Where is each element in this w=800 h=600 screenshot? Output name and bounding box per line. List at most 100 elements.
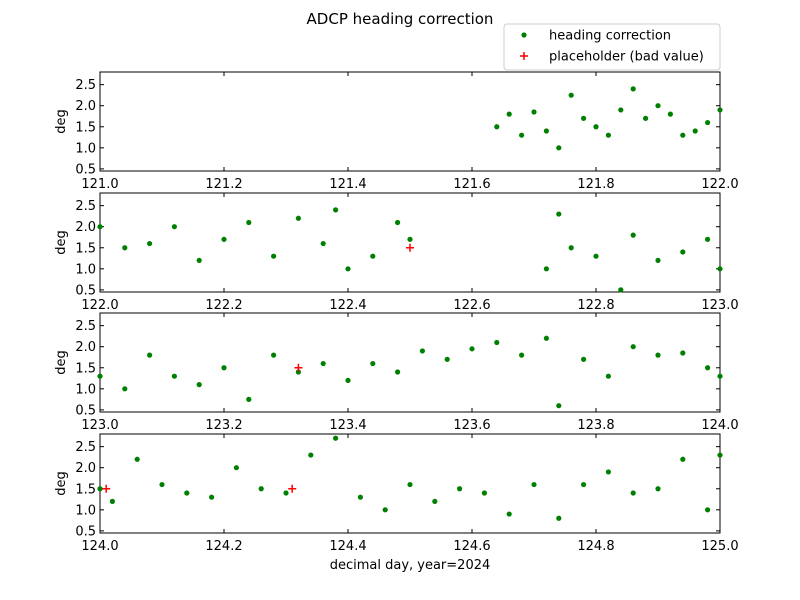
heading-correction-point	[543, 266, 550, 272]
heading-correction-point	[692, 128, 698, 134]
heading-correction-point	[246, 219, 252, 226]
heading-correction-point	[370, 360, 376, 367]
heading-correction-point	[593, 124, 599, 130]
heading-correction-point	[407, 481, 413, 488]
x-tick-label: 123.2	[205, 418, 242, 433]
heading-correction-point	[395, 219, 401, 226]
heading-correction-point	[717, 266, 723, 272]
x-tick-label: 122.4	[329, 298, 366, 313]
heading-correction-point	[481, 490, 487, 496]
x-tick-label: 124.2	[205, 539, 242, 554]
legend-dot-icon	[521, 32, 527, 38]
legend-box	[503, 23, 721, 71]
y-tick-label: 2.0	[75, 461, 96, 476]
heading-correction-point	[147, 352, 153, 358]
heading-correction-point	[320, 240, 326, 247]
panel-1: 121.0 121.2 121.4 121.6 121.8 122.0 0.5 1.0 1.5 2…	[54, 71, 739, 192]
heading-correction-point	[581, 356, 587, 362]
y-tick-label: 1.5	[75, 120, 96, 135]
heading-correction-point	[469, 346, 475, 352]
heading-correction-point	[233, 465, 239, 471]
x-tick-label: 123.8	[577, 418, 614, 433]
y-tick-label: 0.5	[75, 162, 96, 177]
heading-correction-point	[655, 103, 661, 109]
heading-correction-point	[295, 369, 301, 375]
heading-correction-point	[122, 386, 128, 392]
heading-correction-point	[705, 507, 711, 513]
heading-correction-point	[506, 511, 512, 517]
y-axis-label: deg	[54, 230, 69, 255]
y-tick-label: 1.0	[75, 382, 96, 397]
heading-correction-point	[655, 257, 661, 264]
panels: 121.0 121.2 121.4 121.6 121.8 122.00.51.01.52…	[54, 71, 739, 554]
heading-correction-point	[667, 111, 674, 117]
heading-correction-point	[717, 452, 723, 458]
heading-correction-point	[630, 490, 636, 496]
heading-correction-point	[109, 498, 115, 505]
axes-frame	[99, 433, 721, 534]
heading-correction-point	[134, 456, 140, 462]
heading-correction-point	[258, 486, 264, 492]
heading-correction-point	[531, 109, 537, 115]
heading-correction-point	[680, 132, 686, 138]
heading-correction-point	[382, 507, 388, 513]
heading-correction-point	[519, 132, 525, 138]
heading-correction-point	[630, 86, 636, 92]
y-tick-label: 2.5	[75, 319, 96, 334]
heading-correction-point	[581, 481, 587, 488]
y-tick-label: 1.0	[75, 262, 96, 277]
heading-correction-point	[717, 107, 723, 113]
x-tick-label: 123.6	[453, 418, 490, 433]
heading-correction-point	[705, 236, 711, 242]
x-tick-label: 124.6	[453, 539, 490, 554]
heading-correction-point	[556, 515, 562, 521]
y-tick-label: 1.0	[75, 141, 96, 156]
heading-correction-point	[171, 224, 177, 230]
heading-correction-point	[618, 287, 624, 293]
x-tick-label: 121.8	[577, 177, 614, 192]
heading-correction-point	[506, 111, 512, 117]
heading-correction-point	[531, 481, 537, 488]
heading-correction-point	[271, 352, 277, 358]
y-tick-label: 2.0	[75, 99, 96, 114]
legend-label: heading correction	[549, 29, 671, 44]
x-tick-label: 124.0	[81, 539, 118, 554]
heading-correction-point	[457, 486, 463, 492]
y-axis-label: deg	[54, 471, 69, 496]
heading-correction-point	[122, 245, 128, 251]
axes-frame	[99, 192, 721, 293]
legend: heading correction placeholder (bad value…	[503, 23, 721, 71]
y-tick-label: 2.5	[75, 78, 96, 93]
heading-correction-point	[494, 339, 500, 346]
x-tick-label: 124.8	[577, 539, 614, 554]
heading-correction-point	[432, 498, 438, 505]
x-tick-label: 121.0	[81, 177, 118, 192]
legend-label: placeholder (bad value)	[549, 50, 704, 65]
placeholder-marker	[288, 484, 297, 493]
heading-correction-point	[543, 335, 550, 341]
x-tick-label: 122.8	[577, 298, 614, 313]
heading-correction-point	[97, 224, 103, 230]
heading-correction-point	[221, 365, 227, 371]
panel-2: 122.0 122.2 122.4 122.6 122.8 123.0 0.5 1.0 1.5 2…	[54, 192, 739, 313]
axes-frame	[99, 312, 721, 413]
x-tick-label: 123.4	[329, 418, 366, 433]
heading-correction-point	[97, 373, 103, 379]
y-tick-label: 0.5	[75, 283, 96, 298]
placeholder-marker	[406, 243, 414, 252]
heading-correction-point	[680, 249, 686, 255]
placeholder-marker	[102, 484, 111, 493]
heading-correction-point	[444, 356, 450, 362]
heading-correction-point	[556, 145, 562, 151]
heading-correction-point	[705, 365, 711, 371]
heading-correction-point	[395, 369, 401, 375]
heading-correction-point	[568, 245, 574, 251]
heading-correction-point	[655, 352, 661, 358]
heading-correction-point	[147, 240, 153, 247]
x-tick-label: 123.0	[701, 298, 738, 313]
placeholder-marker	[294, 363, 303, 372]
heading-correction-point	[630, 344, 636, 350]
heading-correction-point	[171, 373, 177, 379]
